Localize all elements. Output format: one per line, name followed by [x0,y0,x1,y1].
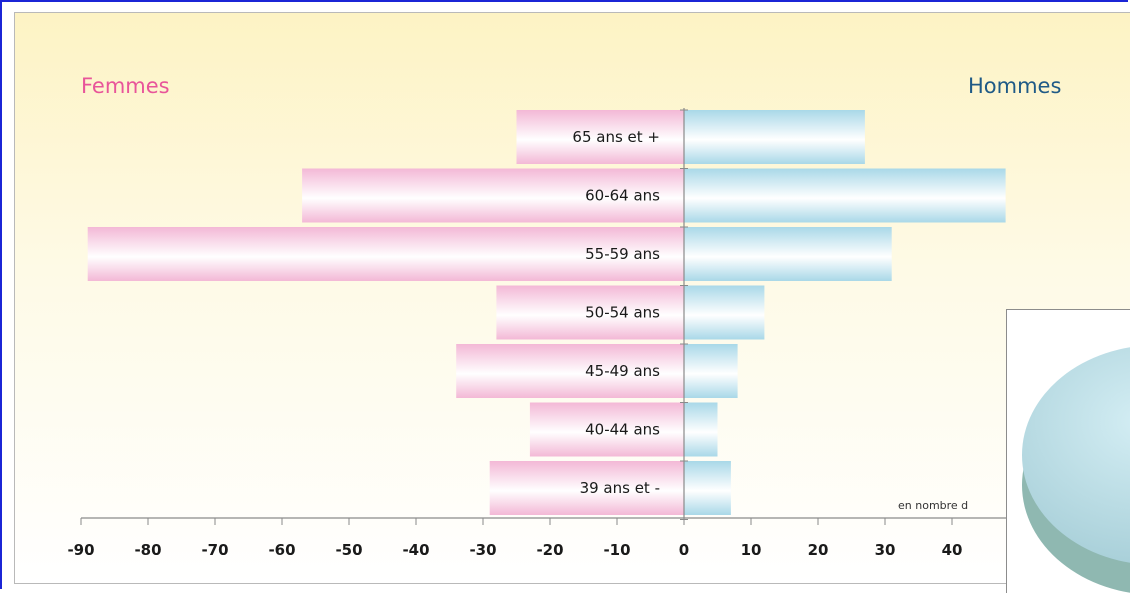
x-tick-label: -90 [67,541,94,559]
femmes-label: Femmes [81,74,170,98]
category-label: 45-49 ans [585,362,660,380]
x-tick-label: -60 [268,541,295,559]
category-label: 65 ans et + [572,128,660,146]
bar-hommes [684,461,731,515]
bars-group: 65 ans et + 60-64 ans 55-59 ans 50-54 ans 45… [87,110,1006,515]
bar-hommes [684,402,718,457]
category-label: 39 ans et - [580,479,660,497]
bar-femmes [529,402,684,457]
x-tick-label: -40 [402,541,429,559]
x-tick-label: 0 [679,541,689,559]
bar-femmes [456,344,684,398]
x-tick-label: -80 [134,541,161,559]
chart-area: Femmes Hommes 65 ans et + 60-64 ans 55-59 … [14,12,1130,584]
bar-femmes [489,461,684,515]
bar-hommes [684,168,1006,223]
x-tick-label: 30 [875,541,896,559]
bar-hommes [684,344,738,398]
bar-hommes [684,227,892,281]
hommes-label: Hommes [968,74,1061,98]
category-label: 50-54 ans [585,304,660,322]
inset-pie-chart [1006,309,1130,593]
bar-femmes [496,285,684,340]
pyramid-chart: Femmes Hommes 65 ans et + 60-64 ans 55-59 … [67,74,1061,559]
x-tick-label: -70 [201,541,228,559]
x-tick-label: -30 [469,541,496,559]
x-axis: -90 -80 -70 -60 -50 -40 -30 -20 -10 0 10 20 30 40 [67,108,1015,559]
x-tick-label: -20 [536,541,563,559]
bar-hommes [684,110,865,164]
unit-note: en nombre d [898,499,968,512]
x-tick-label: 10 [741,541,762,559]
x-tick-label: 20 [808,541,829,559]
bar-hommes [684,285,765,340]
pie-top [1022,347,1130,563]
x-tick-label: -10 [603,541,630,559]
category-label: 60-64 ans [585,187,660,205]
bar-femmes [302,168,684,223]
category-label: 55-59 ans [585,245,660,263]
inset-pie-svg [1022,347,1130,593]
bar-femmes [87,227,684,281]
bar-femmes [516,110,684,164]
x-tick-label: -50 [335,541,362,559]
category-label: 40-44 ans [585,421,660,439]
x-tick-label: 40 [942,541,963,559]
